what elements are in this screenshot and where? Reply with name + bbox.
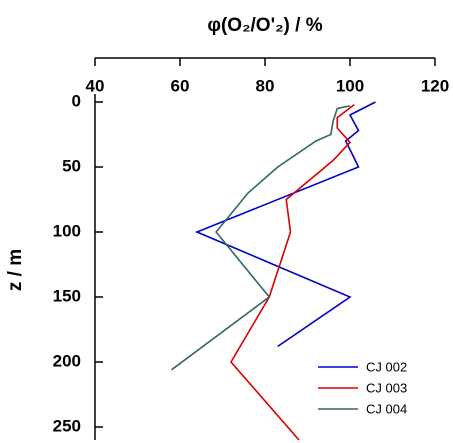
y-tick-label: 100 [53, 221, 81, 240]
series-line [171, 105, 351, 371]
series-line [230, 103, 355, 441]
y-tick-label: 0 [72, 91, 81, 110]
y-tick-label: 50 [62, 156, 81, 175]
y-axis-title: z / m [5, 249, 26, 291]
y-tick-label: 250 [53, 416, 81, 435]
legend-label: CJ 002 [366, 359, 407, 374]
legend-label: CJ 003 [366, 380, 407, 395]
x-tick-label: 120 [421, 76, 449, 95]
y-tick-label: 150 [53, 286, 81, 305]
x-tick-label: 80 [256, 76, 275, 95]
legend-label: CJ 004 [366, 401, 407, 416]
y-tick-label: 200 [53, 351, 81, 370]
x-axis-title: φ(O₂/O'₂) / % [207, 15, 322, 36]
x-tick-label: 40 [86, 76, 105, 95]
series-line [194, 101, 376, 348]
x-tick-label: 60 [171, 76, 190, 95]
x-tick-label: 100 [336, 76, 364, 95]
